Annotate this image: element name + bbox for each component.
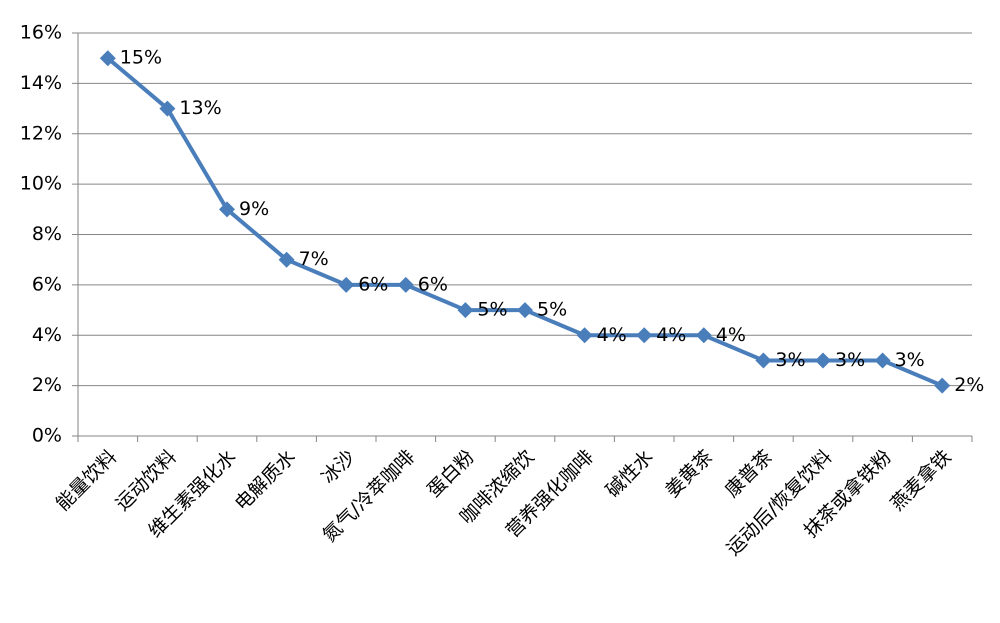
data-label: 4%: [597, 324, 627, 346]
x-tick-label: 电解质水: [231, 446, 300, 515]
y-tick-label: 14%: [20, 72, 62, 94]
x-tick-label: 姜黄茶: [661, 446, 717, 502]
marker: [517, 302, 533, 319]
x-tick-label: 能量饮料: [52, 446, 121, 515]
y-tick-label: 2%: [32, 374, 62, 396]
data-label: 5%: [477, 299, 507, 321]
marker: [278, 251, 295, 268]
x-tick-label: 碱性水: [602, 446, 658, 502]
y-tick-label: 8%: [32, 223, 62, 245]
x-tick-label: 运动后/恢复饮料: [722, 446, 836, 560]
marker: [815, 352, 831, 369]
marker: [636, 327, 653, 344]
y-tick-label: 10%: [20, 173, 62, 195]
data-label: 3%: [775, 349, 805, 371]
marker: [159, 100, 176, 117]
marker: [457, 302, 474, 319]
data-label: 4%: [716, 324, 746, 346]
marker: [755, 352, 772, 369]
data-label: 13%: [179, 97, 221, 119]
data-label: 15%: [120, 47, 162, 69]
marker: [397, 276, 414, 293]
x-tick-label: 康普茶: [721, 446, 777, 502]
data-label: 7%: [299, 248, 329, 270]
data-label: 9%: [239, 198, 269, 220]
data-label: 6%: [418, 273, 448, 295]
marker: [874, 352, 891, 369]
y-tick-label: 12%: [20, 122, 62, 144]
data-label: 5%: [537, 299, 567, 321]
data-label: 4%: [656, 324, 686, 346]
x-tick-label: 燕麦拿铁: [886, 445, 956, 515]
marker: [695, 327, 712, 344]
marker: [576, 327, 593, 344]
data-label: 2%: [954, 374, 984, 396]
y-tick-label: 0%: [32, 425, 62, 447]
x-tick-label: 冰沙: [317, 446, 359, 488]
data-label: 6%: [358, 273, 388, 295]
marker: [219, 201, 235, 218]
y-tick-label: 6%: [32, 273, 62, 295]
data-label: 3%: [895, 349, 925, 371]
marker: [934, 377, 951, 394]
data-label: 3%: [835, 349, 865, 371]
marker: [99, 50, 116, 67]
marker: [338, 276, 355, 293]
y-tick-label: 16%: [20, 22, 62, 44]
line: [106, 56, 943, 388]
x-tick-label: 蛋白粉: [423, 446, 479, 502]
y-tick-label: 4%: [32, 324, 62, 346]
